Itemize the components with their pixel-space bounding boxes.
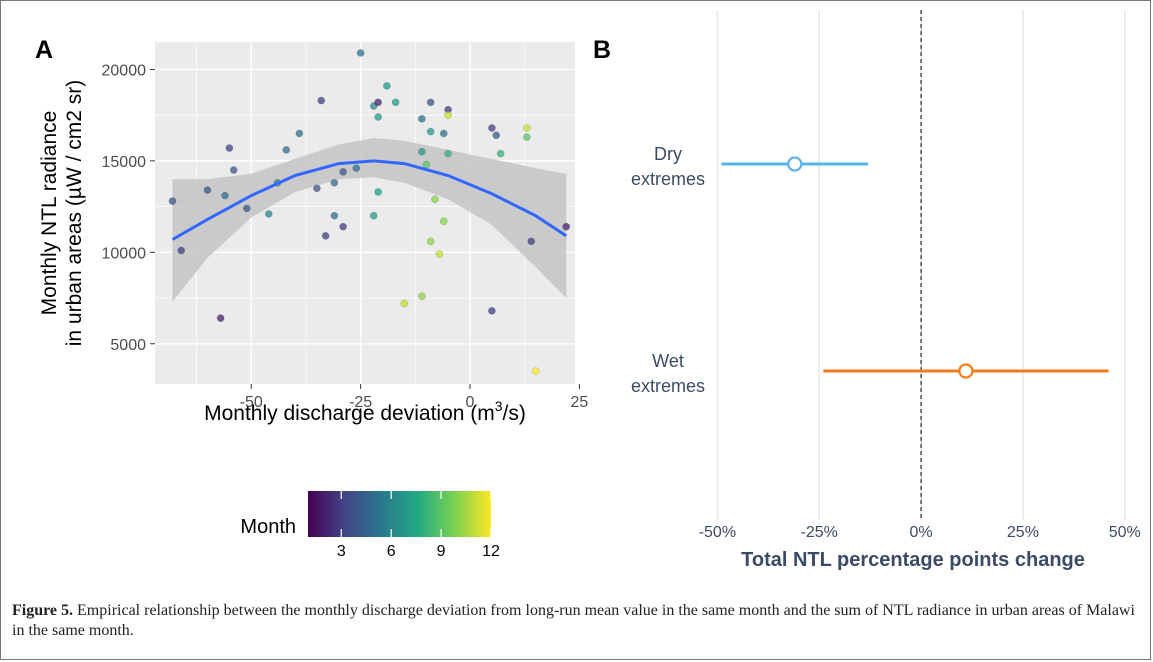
b-x-tick-label: 0% [910,524,933,541]
scatter-point [352,164,361,173]
y-axis-label-line-1: Monthly NTL radiance [38,111,61,316]
scatter-point [444,111,452,120]
scatter-point [321,232,330,240]
x-axis-ticks: -50 -25 0 25 [240,384,588,411]
y-tick-label: 15000 [102,154,147,171]
legend-tick-label: 3 [337,543,346,560]
scatter-point [488,124,496,132]
scatter-point [295,129,304,138]
scatter-point [562,222,571,231]
scatter-point [374,188,382,196]
scatter-point [264,210,273,218]
scatter-point [435,250,444,258]
point-estimate [958,363,974,379]
b-x-tick-label: 25% [1007,524,1039,541]
x-tick-label: -50 [240,394,263,411]
scatter-point [523,133,531,141]
scatter-point [426,237,435,246]
b-x-axis-label: Total NTL percentage points change [741,549,1085,571]
scatter-point [492,131,501,140]
b-x-tick-label: -50% [699,524,736,541]
caption-text: Empirical relationship between the month… [12,602,1135,639]
caption-label: Figure 5. [12,602,74,619]
panel-a: A -50 -25 0 25 5000 10000 15000 20000 Monthly … [35,36,588,560]
legend-colorbar [308,491,491,537]
x-tick-label: 0 [466,394,475,411]
scatter-point [444,149,452,158]
scatter-point [168,197,177,205]
fit-confidence-ribbon [172,138,567,302]
scatter-point [282,146,291,154]
row-label-line-2: extremes [631,169,705,189]
scatter-point [203,186,212,194]
scatter-point [426,98,435,107]
scatter-point [426,127,435,136]
legend-tick-label: 12 [482,543,500,560]
y-tick-label: 5000 [110,337,146,354]
x-axis-label: Monthly discharge deviation (m3/s) [204,398,526,425]
figure-canvas: A -50 -25 0 25 5000 10000 15000 20000 Monthly … [35,10,1141,571]
x-tick-label: 25 [570,394,588,411]
b-x-axis-ticks: -50% -25% 0% 25% 50% [699,524,1141,541]
scatter-point [391,98,400,107]
row-label-line-1: Dry [654,144,682,164]
legend-title: Month [240,516,296,538]
y-tick-label: 20000 [102,62,147,79]
legend-tick-label: 9 [437,543,446,560]
scatter-point [439,129,448,138]
point-estimate [787,156,803,172]
b-x-tick-label: 50% [1109,524,1141,541]
figure-caption: Figure 5. Empirical relationship between… [12,601,1137,641]
scatter-point [339,168,347,176]
scatter-point [531,367,540,376]
panel-b-letter: B [593,36,611,64]
scatter-point [400,299,409,308]
scatter-point [523,124,531,132]
estimate-row: Wet extremes [631,351,1109,396]
scatter-points [168,49,571,376]
scatter-point [374,98,382,107]
estimate-rows: Dry extremes Wet extremes [631,144,1109,396]
scatter-point [374,113,382,121]
scatter-point [418,147,426,156]
b-x-tick-label: -25% [801,524,838,541]
scatter-point [418,114,426,123]
scatter-point [431,195,439,204]
legend-tick-label: 6 [387,543,396,560]
panel-a-letter: A [35,36,53,64]
panel-b: B Dry extremes Wet extremes -50% -25% 0% 25% 50… [593,10,1141,571]
scatter-point [330,211,339,220]
y-tick-label: 10000 [102,245,147,262]
legend-ticks: 3 6 9 12 [337,491,500,560]
y-axis-label-line-2: in urban areas (µW / cm2 sr) [63,80,86,347]
fit-line [171,159,568,241]
row-label-line-1: Wet [652,351,684,371]
row-label-line-2: extremes [631,376,705,396]
scatter-point [422,160,431,169]
scatter-point [330,178,339,187]
scatter-point [339,222,347,231]
scatter-point [527,237,536,246]
scatter-point [488,306,496,315]
scatter-point [418,292,426,301]
scatter-point [221,191,229,200]
scatter-point [496,149,505,158]
estimate-row: Dry extremes [631,144,869,189]
scatter-point [317,96,326,105]
scatter-point [216,314,225,323]
scatter-point [313,184,321,193]
scatter-point [383,82,391,90]
scatter-point [439,217,448,226]
scatter-point [177,246,186,255]
scatter-point [356,49,365,57]
scatter-point [225,144,234,152]
scatter-point [243,204,251,213]
y-axis-ticks: 5000 10000 15000 20000 [102,62,155,354]
month-legend: Month 3 6 9 12 [240,491,500,560]
x-tick-label: -25 [349,394,372,411]
scatter-point [229,166,238,174]
scatter-point [369,211,378,220]
